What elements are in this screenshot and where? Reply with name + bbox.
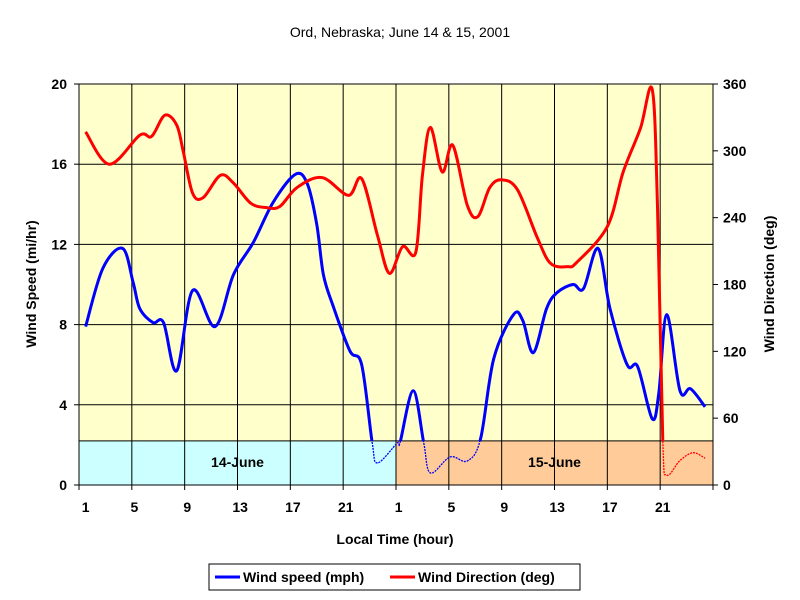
x-tick-label: 13: [232, 499, 248, 515]
y2-tick-label: 120: [723, 343, 747, 359]
x-tick-label: 5: [131, 499, 139, 515]
chart-title: Ord, Nebraska; June 14 & 15, 2001: [290, 24, 510, 40]
legend-label-wind-direction: Wind Direction (deg): [418, 569, 555, 585]
y2-tick-label: 180: [723, 277, 747, 293]
y2-tick-label: 360: [723, 76, 747, 92]
y-tick-label: 8: [59, 317, 67, 333]
y2-tick-label: 60: [723, 410, 739, 426]
y-tick-label: 12: [51, 236, 67, 252]
y2-tick-label: 300: [723, 143, 747, 159]
y2-tick-label: 240: [723, 210, 747, 226]
y-tick-label: 4: [59, 397, 67, 413]
x-tick-label: 21: [655, 499, 671, 515]
x-axis-label: Local Time (hour): [336, 531, 453, 547]
y-axis-label: Wind Speed (mi/hr): [23, 220, 39, 347]
x-tick-label: 9: [183, 499, 191, 515]
x-tick-label: 13: [549, 499, 565, 515]
series-line-wind-speed: [84, 171, 707, 441]
y-tick-label: 20: [51, 76, 67, 92]
x-tick-label: 17: [285, 499, 301, 515]
x-tick-label: 17: [602, 499, 618, 515]
x-tick-label: 1: [395, 499, 403, 515]
x-tick-label: 1: [82, 499, 90, 515]
series-line-wind-direction: [84, 85, 665, 441]
y-tick-label: 16: [51, 156, 67, 172]
x-tick-label: 21: [338, 499, 354, 515]
x-tick-label: 9: [500, 499, 508, 515]
x-tick-label: 5: [448, 499, 456, 515]
y-tick-label: 0: [59, 477, 67, 493]
y2-tick-label: 0: [723, 477, 731, 493]
y2-axis-label: Wind Direction (deg): [761, 216, 777, 353]
legend-label-wind-speed: Wind speed (mph): [243, 569, 364, 585]
legend: Wind speed (mph) Wind Direction (deg): [208, 563, 581, 591]
